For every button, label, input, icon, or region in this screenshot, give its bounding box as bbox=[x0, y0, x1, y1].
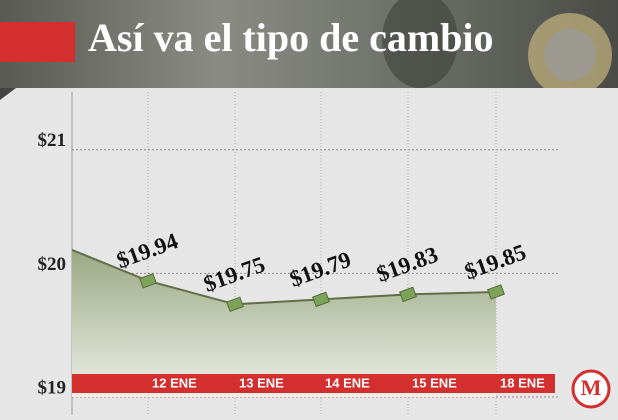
header-accent bbox=[0, 22, 75, 62]
point-marker bbox=[399, 286, 417, 303]
x-tick-label: 15 ENE bbox=[412, 375, 457, 390]
x-tick-label: 13 ENE bbox=[239, 375, 284, 390]
point-marker bbox=[487, 284, 505, 300]
area-fill bbox=[72, 249, 496, 397]
point-marker bbox=[312, 291, 330, 308]
portrait-decoration bbox=[382, 0, 458, 88]
point-marker bbox=[226, 296, 244, 313]
logo: M bbox=[581, 375, 602, 400]
category-band bbox=[72, 374, 555, 393]
point-marker bbox=[139, 273, 157, 289]
logo-circle bbox=[571, 369, 611, 409]
x-tick-label: 18 ENE bbox=[500, 375, 545, 390]
y-tick-label: $19 bbox=[38, 377, 67, 398]
y-tick-label: $20 bbox=[38, 254, 67, 275]
x-tick-label: 14 ENE bbox=[325, 375, 370, 390]
x-tick-label: 12 ENE bbox=[152, 375, 197, 390]
coin-center bbox=[544, 29, 596, 81]
corner-fold bbox=[0, 88, 16, 100]
line bbox=[71, 248, 497, 306]
y-tick-label: $21 bbox=[38, 130, 67, 151]
header-banner bbox=[0, 0, 618, 88]
chart-title: Así va el tipo de cambio bbox=[88, 15, 494, 60]
